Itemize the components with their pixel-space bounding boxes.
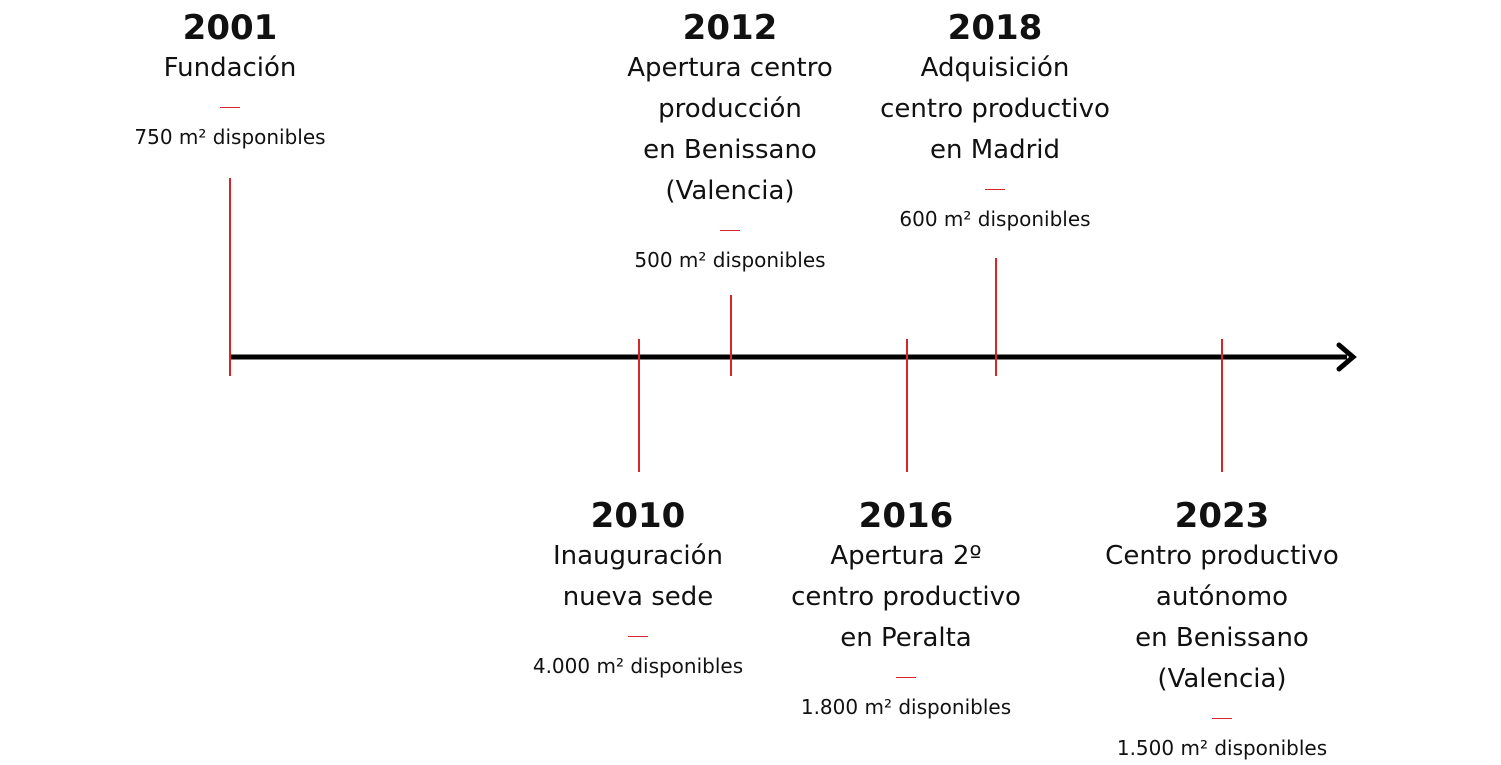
timeline-arrowhead bbox=[1336, 342, 1357, 372]
event-area: 600 m² disponibles bbox=[899, 207, 1091, 231]
event-area: 1.500 m² disponibles bbox=[1116, 736, 1328, 760]
event-separator bbox=[220, 107, 240, 108]
event-year: 2010 bbox=[590, 496, 686, 536]
event-separator bbox=[720, 230, 740, 231]
event-area: 1.800 m² disponibles bbox=[800, 695, 1012, 719]
event-2016: 2016 Apertura 2º centro productivo en Pe… bbox=[766, 496, 1046, 720]
event-year: 2018 bbox=[947, 8, 1043, 48]
timeline-ticks bbox=[229, 178, 1223, 472]
event-area: 500 m² disponibles bbox=[634, 248, 826, 272]
event-year: 2012 bbox=[682, 8, 778, 48]
event-2023: 2023 Centro productivo autónomo en Benis… bbox=[1082, 496, 1362, 761]
event-separator bbox=[896, 677, 916, 678]
event-area: 4.000 m² disponibles bbox=[532, 654, 744, 678]
event-description: Apertura centro producción en Benissano … bbox=[627, 53, 833, 206]
event-description: Apertura 2º centro productivo en Peralta bbox=[791, 541, 1021, 653]
event-year: 2001 bbox=[182, 8, 278, 48]
event-2018: 2018 Adquisición centro productivo en Ma… bbox=[855, 8, 1135, 232]
event-area: 750 m² disponibles bbox=[134, 125, 326, 149]
event-description: Fundación bbox=[163, 53, 297, 83]
event-description: Centro productivo autónomo en Benissano … bbox=[1105, 541, 1339, 694]
event-2012: 2012 Apertura centro producción en Benis… bbox=[590, 8, 870, 273]
event-separator bbox=[985, 189, 1005, 190]
event-2001: 2001 Fundación 750 m² disponibles bbox=[90, 8, 370, 150]
event-year: 2023 bbox=[1174, 496, 1270, 536]
event-2010: 2010 Inauguración nueva sede 4.000 m² di… bbox=[498, 496, 778, 679]
event-description: Inauguración nueva sede bbox=[552, 541, 724, 612]
event-separator bbox=[1212, 718, 1232, 719]
event-description: Adquisición centro productivo en Madrid bbox=[880, 53, 1110, 165]
event-separator bbox=[628, 636, 648, 637]
event-year: 2016 bbox=[858, 496, 954, 536]
